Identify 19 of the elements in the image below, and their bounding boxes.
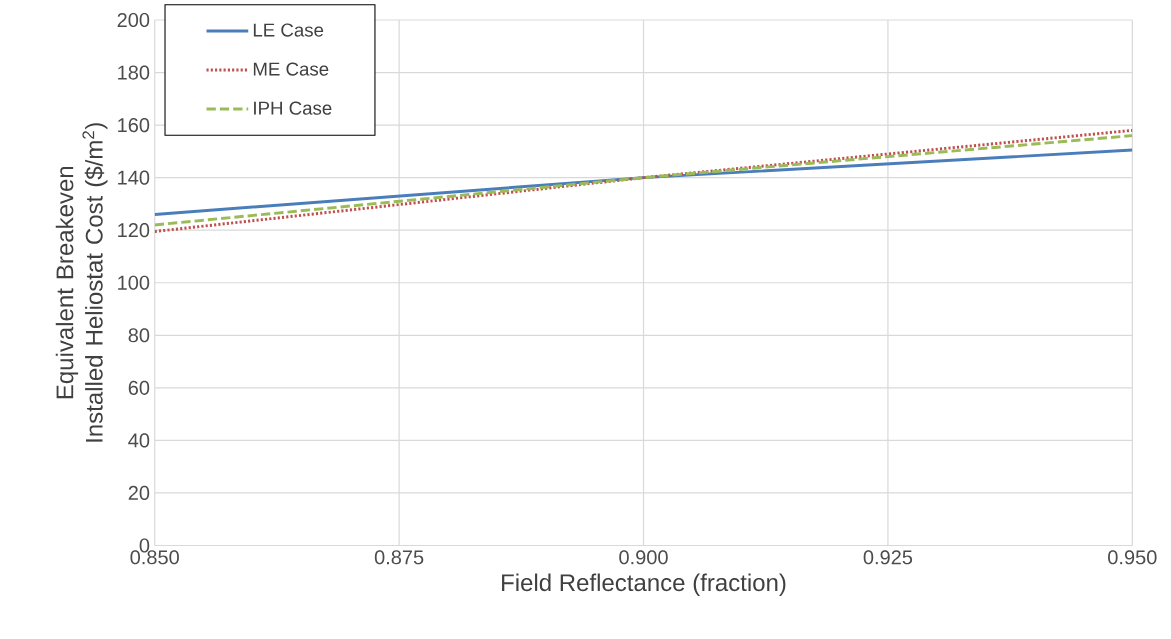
legend-label: IPH Case — [254, 101, 332, 115]
y-tick-label: 160 — [118, 118, 150, 133]
legend-label: ME Case — [253, 62, 329, 76]
x-tick-label: 0.875 — [374, 550, 424, 565]
x-tick-label: 0.925 — [863, 550, 913, 565]
x-axis-title: Field Reflectance (fraction) — [502, 573, 786, 596]
y-tick-label: 40 — [128, 433, 150, 448]
y-tick-label: 100 — [118, 275, 150, 290]
y-tick-label: 60 — [128, 380, 150, 395]
legend-label: LE Case — [253, 23, 324, 37]
x-tick-label: 0.950 — [1108, 550, 1157, 565]
y-tick-label: 180 — [118, 65, 150, 80]
y-tick-label: 20 — [128, 485, 150, 501]
y-axis-title: Equivalent Breakeven Installed Heliostat Cost ($/m$^{2}$) — [55, 123, 108, 442]
y-tick-label: 80 — [128, 328, 150, 343]
y-tick-label: 120 — [118, 223, 150, 238]
y-tick-label: 200 — [117, 12, 150, 28]
x-tick-label: 0.900 — [619, 550, 668, 565]
y-tick-label: 140 — [118, 170, 150, 185]
